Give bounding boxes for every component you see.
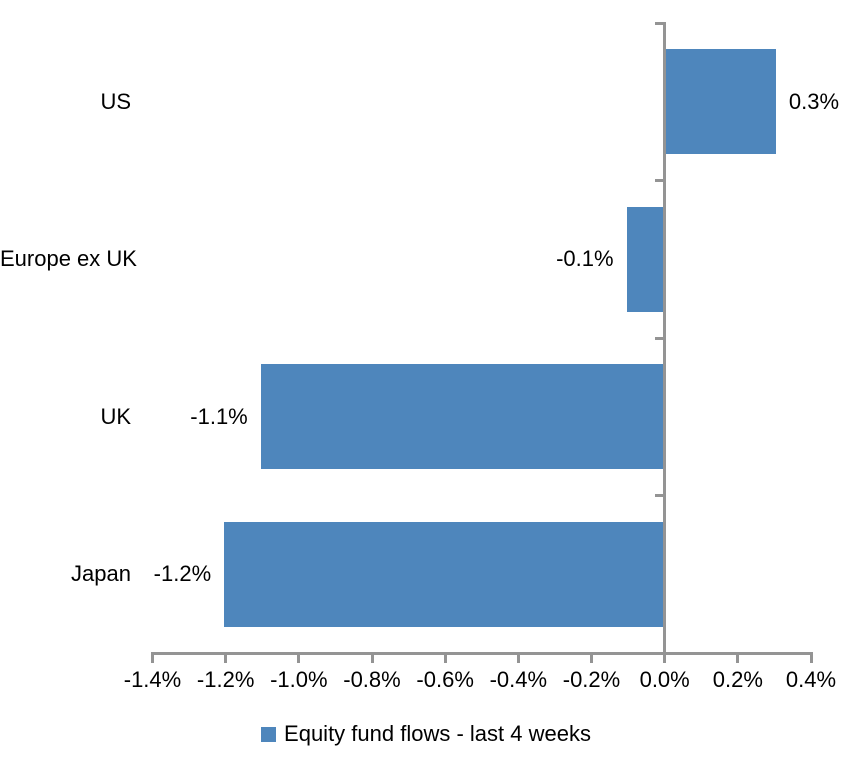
value-axis-tick — [224, 651, 228, 663]
bar-us — [666, 49, 776, 155]
value-axis-tick — [663, 651, 667, 663]
x-tick-label: 0.2% — [712, 667, 763, 692]
value-label-europe-ex-uk: -0.1% — [556, 246, 614, 272]
value-axis-tick — [736, 651, 740, 663]
category-label-us: US — [100, 88, 131, 114]
x-tick-label: -0.8% — [343, 667, 401, 692]
bar-europe-ex-uk — [626, 206, 664, 312]
x-tick-label: -0.2% — [562, 667, 621, 692]
bar-uk — [260, 364, 664, 470]
x-tick-label: 0.0% — [639, 667, 690, 692]
category-axis-tick — [654, 21, 667, 25]
value-axis-tick — [370, 651, 374, 663]
value-axis-tick — [297, 651, 301, 663]
category-label-uk: UK — [100, 403, 131, 429]
x-tick-label: 0.4% — [785, 667, 837, 692]
category-axis-tick — [654, 494, 667, 497]
value-axis-tick — [516, 651, 520, 663]
category-axis-tick — [654, 336, 667, 340]
value-axis-line — [151, 651, 813, 655]
legend-series-label: Equity fund flows - last 4 weeks — [284, 721, 591, 746]
value-axis-tick — [590, 651, 593, 663]
chart-legend: Equity fund flows - last 4 weeks — [0, 719, 852, 749]
value-label-us: 0.3% — [788, 88, 840, 114]
value-label-japan: -1.2% — [153, 561, 212, 587]
bar-japan — [224, 521, 664, 627]
category-label-japan: Japan — [71, 561, 131, 587]
x-tick-label: -1.4% — [123, 667, 182, 692]
x-tick-label: -1.2% — [196, 667, 255, 692]
x-tick-label: -1.0% — [270, 667, 328, 692]
value-label-uk: -1.1% — [190, 403, 248, 429]
value-axis-tick — [443, 651, 447, 663]
value-axis-tick — [809, 651, 813, 663]
x-tick-label: -0.4% — [489, 667, 548, 692]
category-axis-tick — [654, 179, 667, 182]
x-tick-label: -0.6% — [416, 667, 474, 692]
category-label-europe-ex-uk: Europe ex UK — [0, 246, 137, 272]
value-axis-tick — [151, 651, 154, 663]
legend-series-marker-icon — [261, 726, 277, 742]
